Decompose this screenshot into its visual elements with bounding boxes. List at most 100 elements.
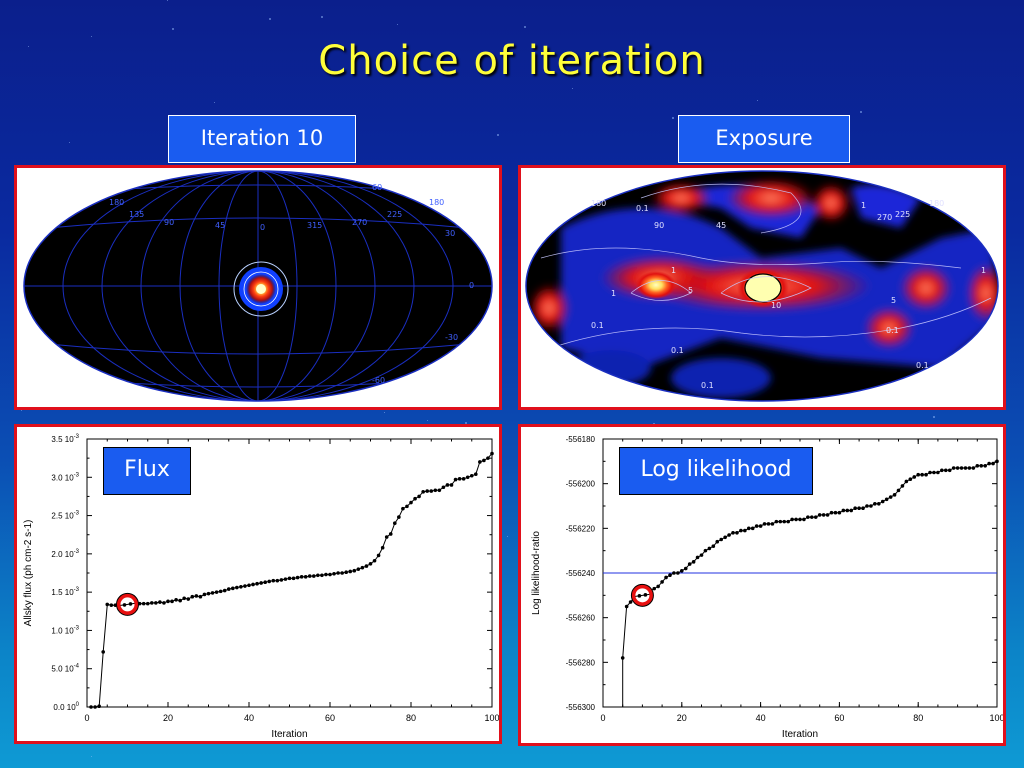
star (465, 422, 467, 424)
contour-label: 5 (891, 296, 896, 305)
data-point (158, 600, 162, 604)
data-point (920, 472, 924, 477)
contour-label: 1 (981, 266, 986, 275)
map-lon-label: 270 (877, 213, 892, 222)
data-point (668, 573, 672, 578)
star (69, 142, 70, 143)
data-point (865, 504, 869, 508)
star (384, 412, 385, 413)
data-point (449, 483, 454, 487)
iteration-skymap: 180 135 90 45 0 315 270 225 180 60 30 0 -30 -60 (23, 170, 493, 402)
map-lat-label: 0 (469, 281, 474, 290)
data-point (417, 494, 421, 499)
exposure-skymap: 180 90 45 270 225 180 0.1 1 5 10 0.1 1 0.1 1 5 0.1 1 0.1 0… (525, 170, 999, 402)
marker-point (122, 603, 127, 607)
x-tick-label: 100 (484, 713, 499, 723)
map-lon-label: 45 (716, 221, 726, 230)
data-point (332, 571, 336, 576)
x-tick-label: 80 (406, 713, 416, 723)
data-point (312, 574, 316, 578)
data-point (750, 526, 755, 531)
data-point (307, 574, 312, 578)
data-point (924, 472, 928, 477)
flux-chart-panel: 0 20 40 60 80 100 0.0 100 5.0 10-4 1.0 10-3 1.5 1… (14, 424, 502, 744)
data-point (174, 598, 178, 602)
data-point (433, 488, 438, 493)
data-point (364, 564, 369, 568)
data-point (279, 578, 284, 582)
data-point (340, 571, 344, 575)
star (269, 18, 271, 20)
data-point (719, 537, 723, 542)
data-point (372, 558, 377, 563)
loglike-chart: 0 20 40 60 80 100 -556300 -556280 -556260 -556240… (531, 435, 1003, 740)
y-tick-label: -556300 (566, 703, 596, 712)
contour-label: 0.1 (671, 346, 684, 355)
data-point (478, 460, 482, 464)
data-point (825, 513, 830, 517)
data-point (699, 553, 704, 557)
data-point (707, 546, 712, 551)
star (507, 536, 508, 537)
map-lat-label: -30 (445, 333, 458, 342)
data-point (829, 510, 834, 515)
data-point (873, 501, 877, 506)
data-point (932, 470, 936, 475)
data-point (723, 535, 727, 540)
data-point (445, 483, 450, 487)
map-lon-label: 90 (654, 221, 664, 230)
data-point (802, 517, 806, 522)
data-point (810, 515, 814, 519)
data-point (971, 466, 976, 470)
y-tick-label: 3.5 10-3 (51, 434, 79, 444)
marker-point (128, 602, 133, 606)
data-point (813, 515, 818, 519)
contour-label: 1 (861, 201, 866, 210)
data-point (743, 528, 747, 533)
data-point (940, 468, 944, 473)
data-point (393, 521, 397, 526)
data-point (739, 528, 743, 533)
data-point (405, 504, 409, 509)
map-lon-label: 180 (429, 198, 444, 207)
data-point (222, 588, 227, 593)
data-point (425, 489, 430, 493)
x-tick-label: 40 (244, 713, 254, 723)
data-point (376, 553, 381, 558)
contour-label: 5 (688, 286, 693, 295)
data-point (853, 506, 857, 511)
contour-label: 0.1 (701, 381, 714, 390)
data-point (287, 576, 292, 581)
data-point (786, 519, 790, 524)
data-point (841, 508, 846, 513)
map-lon-label: 225 (895, 210, 910, 219)
y-tick-label: -556240 (566, 569, 596, 578)
data-point (943, 468, 948, 473)
iteration-10-marker (116, 592, 139, 616)
map-lon-label: 45 (215, 221, 225, 230)
data-point (178, 598, 182, 603)
data-point (620, 656, 625, 660)
data-point (857, 506, 861, 511)
map-lon-label: 270 (352, 218, 367, 227)
y-tick-label: 2.0 10-3 (51, 549, 79, 559)
data-point (482, 458, 486, 463)
data-point (849, 508, 854, 513)
data-point (259, 581, 263, 585)
data-point (360, 565, 365, 570)
data-point (271, 578, 276, 583)
data-point (441, 485, 446, 490)
contour-label: 1 (671, 266, 676, 275)
data-point (794, 517, 798, 522)
data-point (695, 555, 700, 560)
x-axis-label: Iteration (782, 729, 818, 740)
map-lat-label: -60 (372, 376, 385, 385)
data-point (202, 592, 207, 597)
data-point (884, 497, 889, 502)
data-point (703, 548, 708, 553)
data-point (963, 466, 968, 470)
data-point (162, 601, 166, 605)
data-point (774, 519, 779, 524)
data-point (218, 589, 223, 594)
data-point (762, 522, 767, 526)
